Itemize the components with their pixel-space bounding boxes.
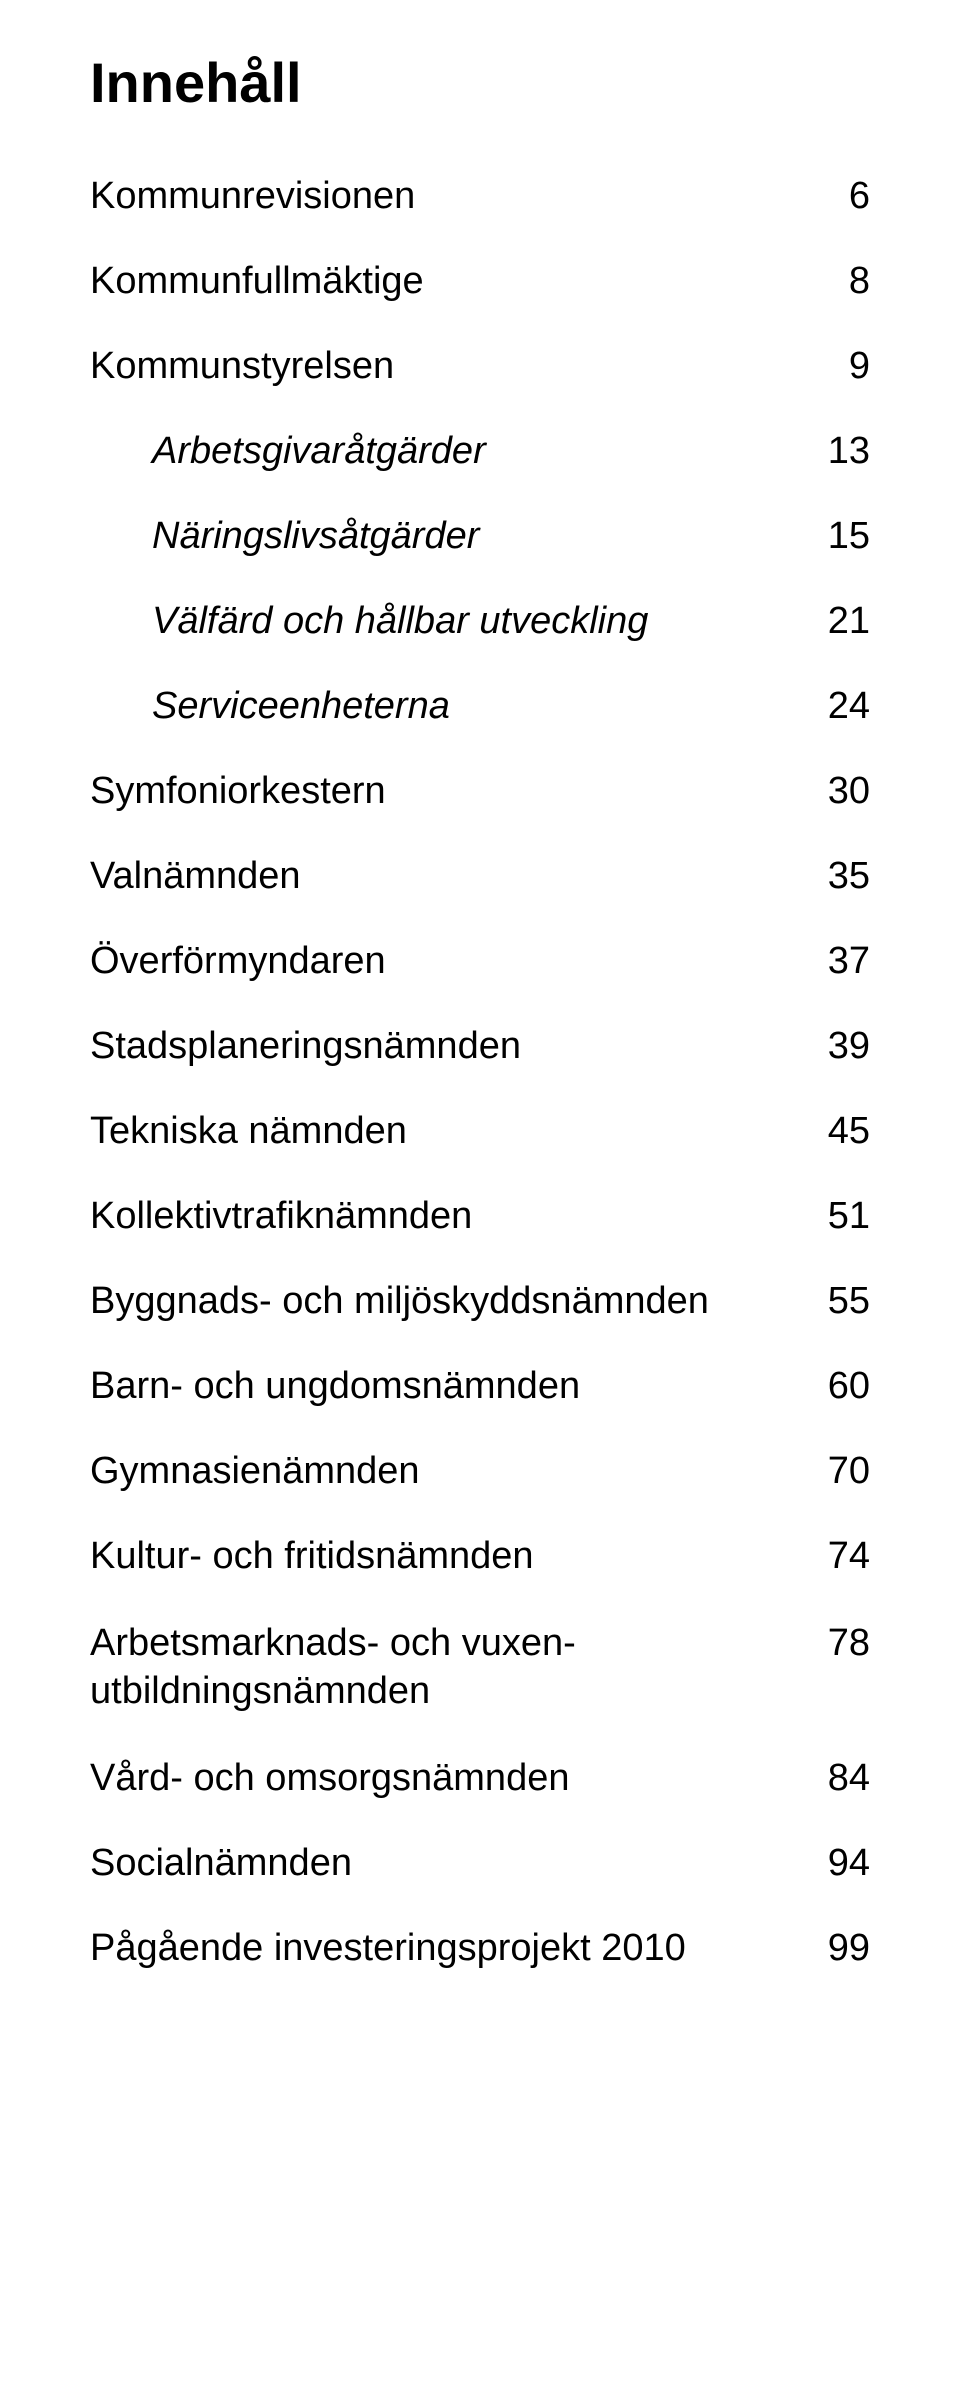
toc-row: Byggnads- och miljöskyddsnämnden 55 — [90, 1280, 870, 1323]
toc-row: Barn- och ungdomsnämnden 60 — [90, 1365, 870, 1408]
toc-label: Stadsplaneringsnämnden — [90, 1025, 521, 1068]
toc-page-number: 60 — [828, 1365, 870, 1408]
toc-page-number: 13 — [828, 430, 870, 473]
toc-row: Kommunrevisionen 6 — [90, 175, 870, 218]
toc-label: Barn- och ungdomsnämnden — [90, 1365, 580, 1408]
toc-page-number: 45 — [828, 1110, 870, 1153]
toc-row: Pågående investeringsprojekt 2010 99 — [90, 1927, 870, 1970]
toc-row: Symfoniorkestern 30 — [90, 770, 870, 813]
toc-label: Serviceenheterna — [152, 685, 450, 728]
toc-label: Kommunrevisionen — [90, 175, 415, 218]
toc-page-number: 30 — [828, 770, 870, 813]
toc-label: Kollektivtrafiknämnden — [90, 1195, 472, 1238]
toc-row: Tekniska nämnden 45 — [90, 1110, 870, 1153]
toc-row: Gymnasienämnden 70 — [90, 1450, 870, 1493]
toc-row: Kommunfullmäktige 8 — [90, 260, 870, 303]
toc-row: Kultur- och fritidsnämnden 74 — [90, 1535, 870, 1578]
toc-label: Socialnämnden — [90, 1842, 352, 1885]
toc-page-number: 74 — [828, 1535, 870, 1578]
toc-label: Välfärd och hållbar utveckling — [152, 600, 648, 643]
toc-row: Socialnämnden 94 — [90, 1842, 870, 1885]
toc-page-number: 8 — [849, 260, 870, 303]
toc-label: Kommunfullmäktige — [90, 260, 424, 303]
toc-row: Näringslivsåtgärder 15 — [90, 515, 870, 558]
toc-label: Byggnads- och miljöskyddsnämnden — [90, 1280, 709, 1323]
toc-row: Välfärd och hållbar utveckling 21 — [90, 600, 870, 643]
toc-row: Kommunstyrelsen 9 — [90, 345, 870, 388]
toc-row: Arbetsgivaråtgärder 13 — [90, 430, 870, 473]
toc-page-number: 99 — [828, 1927, 870, 1970]
toc-label-line1: Arbetsmarknads- och vuxen- — [90, 1620, 576, 1668]
toc-page-number: 24 — [828, 685, 870, 728]
toc-page-number: 78 — [828, 1622, 870, 1665]
toc-label: Symfoniorkestern — [90, 770, 386, 813]
toc-page-number: 6 — [849, 175, 870, 218]
toc-page-number: 94 — [828, 1842, 870, 1885]
page-title: Innehåll — [90, 50, 870, 115]
toc-label: Kultur- och fritidsnämnden — [90, 1535, 534, 1578]
toc-label: Arbetsgivaråtgärder — [152, 430, 486, 473]
toc-page-number: 9 — [849, 345, 870, 388]
toc-label: Tekniska nämnden — [90, 1110, 407, 1153]
toc-row: Stadsplaneringsnämnden 39 — [90, 1025, 870, 1068]
table-of-contents: Kommunrevisionen6Kommunfullmäktige8Kommu… — [90, 175, 870, 1970]
toc-page-number: 55 — [828, 1280, 870, 1323]
toc-label: Gymnasienämnden — [90, 1450, 420, 1493]
toc-label: Överförmyndaren — [90, 940, 386, 983]
toc-row: Överförmyndaren 37 — [90, 940, 870, 983]
toc-label: Pågående investeringsprojekt 2010 — [90, 1927, 686, 1970]
toc-row: Arbetsmarknads- och vuxen-utbildningsnäm… — [90, 1620, 870, 1715]
toc-label: Arbetsmarknads- och vuxen-utbildningsnäm… — [90, 1620, 576, 1715]
toc-label: Kommunstyrelsen — [90, 345, 394, 388]
toc-page-number: 15 — [828, 515, 870, 558]
toc-page-number: 37 — [828, 940, 870, 983]
toc-page-number: 51 — [828, 1195, 870, 1238]
toc-row: Vård- och omsorgsnämnden 84 — [90, 1757, 870, 1800]
toc-row: Valnämnden 35 — [90, 855, 870, 898]
toc-page-number: 35 — [828, 855, 870, 898]
toc-row: Serviceenheterna 24 — [90, 685, 870, 728]
toc-page-number: 70 — [828, 1450, 870, 1493]
toc-label: Vård- och omsorgsnämnden — [90, 1757, 569, 1800]
toc-page-number: 21 — [828, 600, 870, 643]
toc-label-line2: utbildningsnämnden — [90, 1668, 576, 1716]
toc-label: Näringslivsåtgärder — [152, 515, 479, 558]
toc-row: Kollektivtrafiknämnden 51 — [90, 1195, 870, 1238]
toc-label: Valnämnden — [90, 855, 301, 898]
toc-page-number: 84 — [828, 1757, 870, 1800]
toc-page-number: 39 — [828, 1025, 870, 1068]
